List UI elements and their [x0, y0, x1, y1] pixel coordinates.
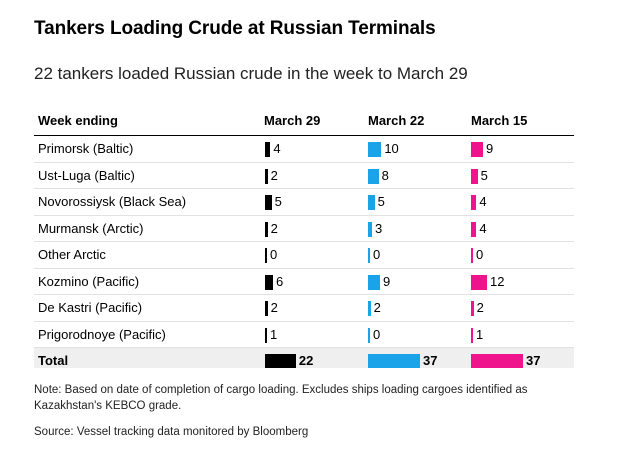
value-bar	[265, 168, 268, 184]
value-label: 37	[423, 353, 438, 368]
value-bar	[471, 327, 473, 343]
value-bar	[265, 142, 271, 157]
value-bar	[368, 195, 375, 210]
value-label: 6	[276, 273, 284, 289]
total-row: Total 22 37 37	[34, 348, 574, 368]
table-row: Ust-Luga (Baltic) 2 8 5	[34, 163, 574, 189]
chart-title: Tankers Loading Crude at Russian Termina…	[34, 18, 436, 39]
value-bar	[265, 354, 296, 368]
value-label: 2	[270, 220, 278, 236]
value-bar	[471, 274, 487, 290]
terminal-label: Ust-Luga (Baltic)	[38, 167, 135, 183]
terminal-label: Murmansk (Arctic)	[38, 220, 144, 236]
table-row: Kozmino (Pacific) 6 9 12	[34, 269, 574, 295]
terminal-label: Kozmino (Pacific)	[38, 273, 140, 289]
value-bar	[368, 168, 379, 184]
terminal-label: Other Arctic	[38, 247, 106, 262]
terminal-label: Primorsk (Baltic)	[38, 141, 134, 156]
table-row: Primorsk (Baltic) 4 10 9	[34, 136, 574, 163]
header-rule	[34, 135, 574, 136]
value-label: 3	[375, 220, 383, 236]
row-header-label: Week ending	[38, 113, 118, 128]
value-label: 4	[479, 220, 487, 236]
terminal-label: Prigorodnoye (Pacific)	[38, 326, 166, 342]
table-row: Murmansk (Arctic) 2 3 4	[34, 216, 574, 242]
terminal-label: De Kastri (Pacific)	[38, 300, 143, 315]
table-row: Prigorodnoye (Pacific) 1 0 1	[34, 322, 574, 348]
value-label: 0	[373, 326, 381, 342]
table-row: Other Arctic 0 0 0	[34, 242, 574, 269]
value-bar	[368, 221, 372, 237]
value-bar	[368, 248, 370, 263]
value-label: 10	[384, 141, 399, 156]
value-bar	[471, 142, 483, 157]
value-label: 2	[270, 300, 278, 315]
value-bar	[265, 195, 272, 210]
value-bar	[368, 142, 382, 157]
table-row: De Kastri (Pacific) 2 2 2	[34, 295, 574, 322]
value-bar	[265, 221, 268, 237]
value-bar	[368, 327, 370, 343]
value-bar	[471, 168, 478, 184]
column-header-march-22: March 22	[368, 113, 425, 128]
value-label: 0	[270, 247, 278, 262]
value-label: 1	[270, 326, 278, 342]
value-label: 1	[476, 326, 484, 342]
chart-source: Source: Vessel tracking data monitored b…	[34, 426, 309, 438]
value-label: 5	[274, 194, 282, 209]
column-header-march-29: March 29	[264, 113, 321, 128]
column-header-march-15: March 15	[471, 113, 528, 128]
value-label: 37	[526, 353, 541, 368]
terminal-label: Total	[38, 353, 69, 368]
value-label: 8	[381, 167, 389, 183]
value-label: 4	[479, 194, 487, 209]
value-bar	[471, 195, 477, 210]
value-bar	[265, 327, 267, 343]
value-bar	[265, 248, 267, 263]
table-row: Novorossiysk (Black Sea) 5 5 4	[34, 189, 574, 216]
value-label: 9	[383, 273, 391, 289]
value-label: 22	[298, 353, 314, 368]
value-bar	[471, 354, 523, 368]
value-label: 0	[476, 247, 484, 262]
value-label: 4	[273, 141, 281, 156]
data-table: Week ending March 29 March 22 March 15 P…	[34, 110, 574, 368]
value-label: 2	[373, 300, 381, 315]
value-label: 0	[373, 247, 381, 262]
chart-note: Note: Based on date of completion of car…	[34, 384, 528, 412]
value-label: 5	[480, 167, 488, 183]
value-bar	[265, 274, 273, 290]
value-label: 9	[486, 141, 494, 156]
value-label: 2	[476, 300, 484, 315]
value-bar	[265, 301, 268, 316]
value-label: 5	[377, 194, 385, 209]
value-bar	[471, 301, 474, 316]
value-bar	[368, 354, 420, 368]
chart-subtitle: 22 tankers loaded Russian crude in the w…	[34, 64, 468, 83]
value-bar	[471, 248, 473, 263]
value-label: 12	[490, 273, 505, 289]
terminal-label: Novorossiysk (Black Sea)	[38, 194, 187, 209]
value-label: 2	[270, 167, 278, 183]
value-bar	[471, 221, 477, 237]
value-bar	[368, 301, 371, 316]
value-bar	[368, 274, 380, 290]
